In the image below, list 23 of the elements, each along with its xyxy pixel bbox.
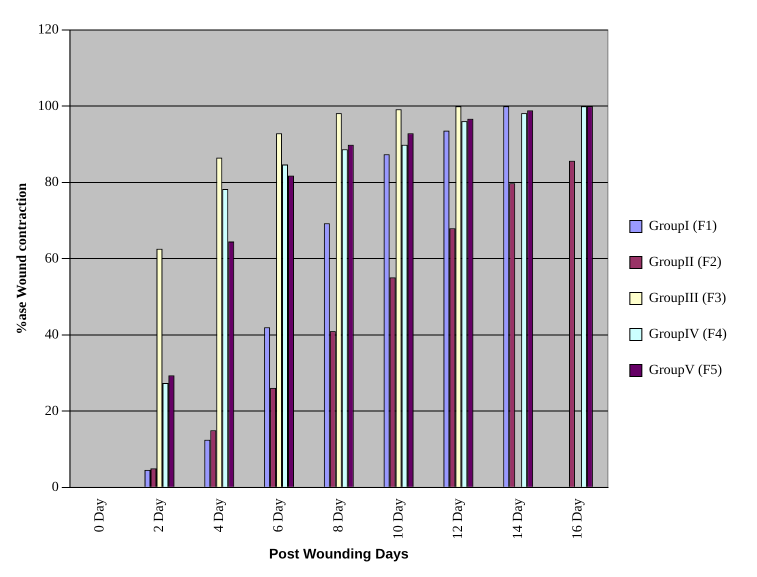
x-tick-label: 14 Day bbox=[510, 498, 526, 540]
y-tick-label: 0 bbox=[52, 480, 59, 496]
y-tick-label: 120 bbox=[38, 22, 59, 38]
y-tick-label: 20 bbox=[44, 404, 59, 419]
x-tick-label: 6 Day bbox=[272, 498, 287, 532]
y-axis-title: %ase Wound contraction bbox=[15, 182, 30, 334]
x-tick-label: 8 Day bbox=[331, 498, 346, 532]
legend-label: GroupI (F1) bbox=[648, 219, 718, 234]
legend-label: GroupII (F2) bbox=[648, 255, 722, 270]
x-axis-title: Post Wounding Days bbox=[268, 545, 409, 562]
legend-label: GroupIII (F3) bbox=[648, 291, 727, 306]
y-tick-label: 40 bbox=[44, 328, 59, 343]
x-tick-label: 16 Day bbox=[570, 498, 586, 540]
y-tick-label: 60 bbox=[44, 251, 59, 266]
y-tick-label: 80 bbox=[44, 175, 59, 190]
y-tick-label: 100 bbox=[38, 98, 59, 114]
x-tick-label: 0 Day bbox=[92, 498, 108, 532]
legend-label: GroupV (F5) bbox=[648, 363, 722, 378]
legend-label: GroupIV (F4) bbox=[648, 327, 728, 342]
x-tick-label: 2 Day bbox=[152, 498, 168, 532]
x-tick-label: 10 Day bbox=[391, 498, 406, 540]
x-tick-label: 4 Day bbox=[212, 498, 227, 532]
x-tick-label: 12 Day bbox=[451, 498, 466, 540]
